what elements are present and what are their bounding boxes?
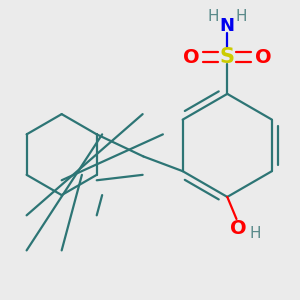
Text: O: O	[255, 48, 272, 67]
Text: N: N	[220, 17, 235, 35]
Text: H: H	[208, 9, 219, 24]
Text: O: O	[230, 219, 247, 238]
Text: H: H	[249, 226, 261, 241]
Text: O: O	[183, 48, 200, 67]
Text: H: H	[235, 9, 247, 24]
Text: S: S	[220, 47, 235, 67]
